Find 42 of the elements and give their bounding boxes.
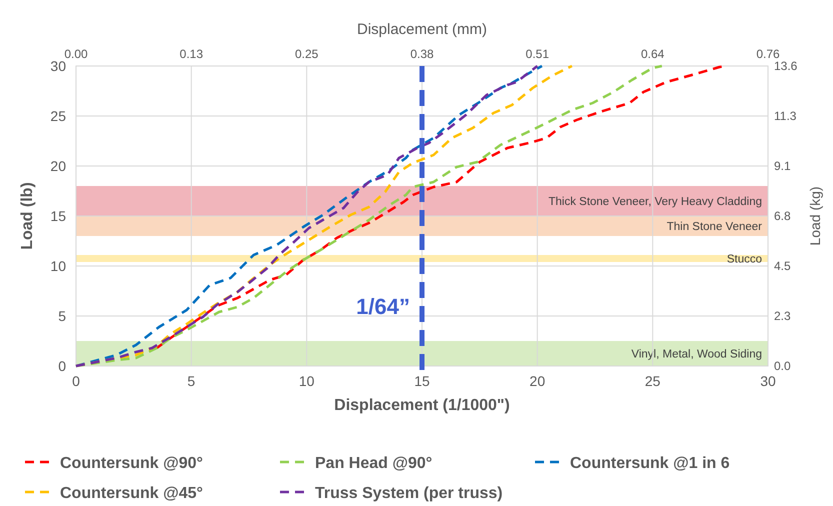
y-axis-title: Load (lb) xyxy=(19,182,36,250)
y-tick-label: 30 xyxy=(50,58,66,74)
y2-tick-label: 13.6 xyxy=(774,59,798,73)
y-tick-label: 25 xyxy=(50,108,66,124)
legend-label: Pan Head @90° xyxy=(315,455,432,472)
y-tick-label: 15 xyxy=(50,208,66,224)
y2-tick-label: 0.0 xyxy=(774,359,792,373)
x-tick-label: 15 xyxy=(414,373,430,389)
band-label: Vinyl, Metal, Wood Siding xyxy=(631,348,762,360)
y-tick-label: 20 xyxy=(50,158,66,174)
y-tick-label: 10 xyxy=(50,258,66,274)
legend-label: Countersunk @45° xyxy=(60,485,203,502)
legend-label: Truss System (per truss) xyxy=(315,485,503,502)
x-tick-label: 30 xyxy=(760,373,776,389)
x2-tick-label: 0.64 xyxy=(640,47,665,61)
y-tick-label: 0 xyxy=(58,358,66,374)
y2-tick-label: 2.3 xyxy=(774,309,792,323)
x-tick-label: 0 xyxy=(72,373,80,389)
x2-tick-label: 0.25 xyxy=(294,47,319,61)
x2-tick-label: 0.76 xyxy=(756,47,780,61)
y2-tick-label: 9.1 xyxy=(774,159,792,173)
x2-axis-title: Displacement (mm) xyxy=(356,21,488,38)
x-tick-label: 5 xyxy=(187,373,196,389)
legend-label: Countersunk @90° xyxy=(60,455,203,472)
x-tick-label: 10 xyxy=(298,373,315,389)
y2-tick-label: 4.5 xyxy=(774,259,792,273)
band-label: Thin Stone Veneer xyxy=(666,221,762,233)
band-label: Thick Stone Veneer, Very Heavy Cladding xyxy=(548,196,762,208)
x2-tick-label: 0.00 xyxy=(64,47,88,61)
y2-tick-label: 11.3 xyxy=(774,109,797,123)
y-tick-label: 5 xyxy=(58,308,66,324)
x2-tick-label: 0.51 xyxy=(526,47,550,61)
x-tick-label: 20 xyxy=(530,373,546,389)
y2-tick-label: 6.8 xyxy=(774,209,792,223)
x-axis-title: Displacement (1/1000") xyxy=(334,397,510,414)
y2-axis-title: Load (kg) xyxy=(807,186,823,246)
ref-line-label: 1/64” xyxy=(356,294,410,319)
x2-tick-label: 0.38 xyxy=(410,47,434,61)
legend-label: Countersunk @1 in 6 xyxy=(570,455,730,472)
x-tick-label: 25 xyxy=(644,373,661,389)
band-label: Stucco xyxy=(726,254,762,266)
x2-tick-label: 0.13 xyxy=(180,47,204,61)
